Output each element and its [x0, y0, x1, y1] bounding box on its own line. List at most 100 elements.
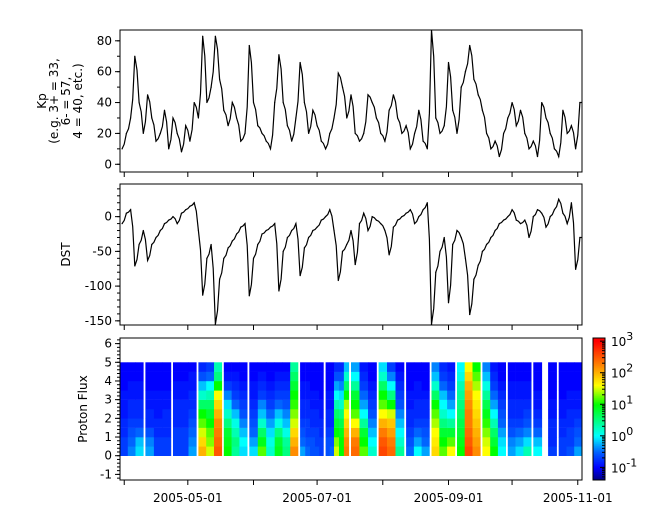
flux-cell	[231, 399, 240, 410]
flux-cell	[120, 446, 129, 456]
flux-cell	[482, 399, 491, 410]
flux-cell	[300, 390, 306, 400]
flux-cell	[334, 446, 340, 456]
x-tick-label: 2005-09-01	[414, 491, 484, 505]
flux-cell	[153, 362, 163, 372]
flux-cell	[395, 418, 405, 428]
flux-cell	[507, 371, 516, 382]
y-tick-label: 6	[104, 337, 112, 351]
flux-cell	[274, 381, 283, 391]
flux-cell	[431, 437, 440, 447]
flux-cell	[239, 390, 248, 400]
flux-cell	[359, 446, 369, 456]
colorbar-swatch	[593, 372, 605, 375]
kp-point	[536, 155, 539, 158]
kp-point	[519, 109, 522, 111]
kp-point	[418, 109, 420, 111]
dst-point	[121, 222, 123, 225]
colorbar-swatch	[593, 346, 605, 349]
colorbar-swatch	[593, 374, 605, 377]
flux-cell	[464, 390, 473, 400]
dst-panel: 0 -50 -100 -150 DST	[59, 183, 583, 330]
flux-cell	[507, 399, 516, 410]
kp-point	[507, 117, 509, 119]
colorbar-swatch	[593, 458, 605, 461]
flux-cell	[188, 446, 197, 456]
kp-point	[405, 125, 407, 127]
flux-cell	[378, 399, 388, 410]
flux-cell	[566, 381, 575, 391]
flux-cell	[310, 362, 316, 372]
kp-point	[291, 140, 293, 142]
kp-point	[346, 117, 348, 119]
colorbar-swatch	[593, 422, 605, 425]
kp-point	[299, 61, 301, 64]
kp-point	[168, 148, 170, 150]
kp-panel: 0 20 40 60 80 Kp(e.g. 3+ = 33,6- = 57,4 = 40,…	[35, 29, 583, 177]
flux-cell	[368, 446, 377, 456]
flux-cell	[315, 381, 320, 391]
flux-cell	[223, 446, 232, 456]
kp-point	[435, 117, 437, 119]
kp-point	[261, 132, 263, 135]
dst-point	[511, 209, 513, 211]
flux-cell	[507, 427, 516, 438]
flux-cell	[431, 390, 440, 400]
dst-point	[163, 222, 166, 225]
flux-cell	[464, 427, 473, 438]
flux-cell	[548, 371, 557, 382]
flux-cell	[266, 418, 275, 428]
dst-point	[435, 271, 437, 273]
flux-cell	[368, 390, 377, 400]
dst-point	[227, 247, 229, 249]
flux-cell	[334, 437, 340, 447]
flux-cell	[387, 399, 396, 410]
kp-point	[575, 148, 577, 150]
dst-point	[460, 236, 462, 239]
flux-cell	[339, 427, 345, 438]
dst-point	[422, 209, 424, 211]
colorbar-swatch	[593, 432, 605, 435]
colorbar-swatch	[593, 392, 605, 395]
flux-cell	[413, 427, 422, 438]
flux-cell	[127, 371, 136, 382]
dst-point	[257, 243, 259, 246]
flux-cell	[533, 446, 543, 456]
flux-cell	[406, 437, 415, 447]
kp-point	[185, 125, 187, 127]
dst-point	[367, 229, 369, 232]
flux-cell	[464, 418, 473, 428]
flux-cell	[198, 446, 207, 456]
flux-cell	[153, 399, 163, 410]
flux-cell	[198, 427, 207, 438]
colorbar-swatch	[593, 398, 605, 401]
flux-cell	[343, 390, 350, 400]
flux-cell	[387, 390, 396, 400]
flux-cell	[180, 390, 189, 400]
kp-point	[193, 101, 195, 104]
dst-point	[570, 202, 573, 204]
flux-cell	[239, 399, 248, 410]
flux-cell	[387, 409, 396, 419]
kp-point	[278, 54, 280, 56]
flux-cell	[173, 371, 182, 382]
kp-point	[138, 101, 140, 104]
dst-point	[134, 265, 136, 267]
kp-point	[244, 132, 246, 135]
dst-point	[380, 222, 382, 225]
flux-cell	[431, 381, 440, 391]
flux-cell	[249, 381, 259, 391]
flux-cell	[274, 427, 283, 438]
kp-point	[545, 117, 547, 119]
kp-point	[206, 101, 208, 104]
dst-point	[392, 226, 394, 228]
flux-cell	[368, 381, 377, 391]
flux-cell	[135, 427, 144, 438]
flux-cell	[334, 362, 340, 372]
flux-cell	[173, 427, 182, 438]
flux-cell	[574, 418, 582, 428]
flux-cell	[198, 418, 207, 428]
flux-cell	[135, 371, 144, 382]
flux-cell	[447, 381, 456, 391]
flux-cell	[406, 446, 415, 456]
